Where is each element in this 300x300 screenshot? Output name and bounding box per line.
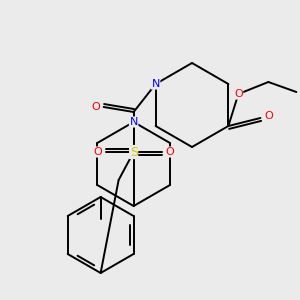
Text: O: O xyxy=(93,147,102,157)
Text: O: O xyxy=(234,89,243,99)
Text: N: N xyxy=(129,117,138,127)
Text: S: S xyxy=(130,146,138,158)
Text: N: N xyxy=(152,79,160,89)
Text: O: O xyxy=(165,147,174,157)
Text: O: O xyxy=(264,111,273,121)
Text: O: O xyxy=(91,102,100,112)
